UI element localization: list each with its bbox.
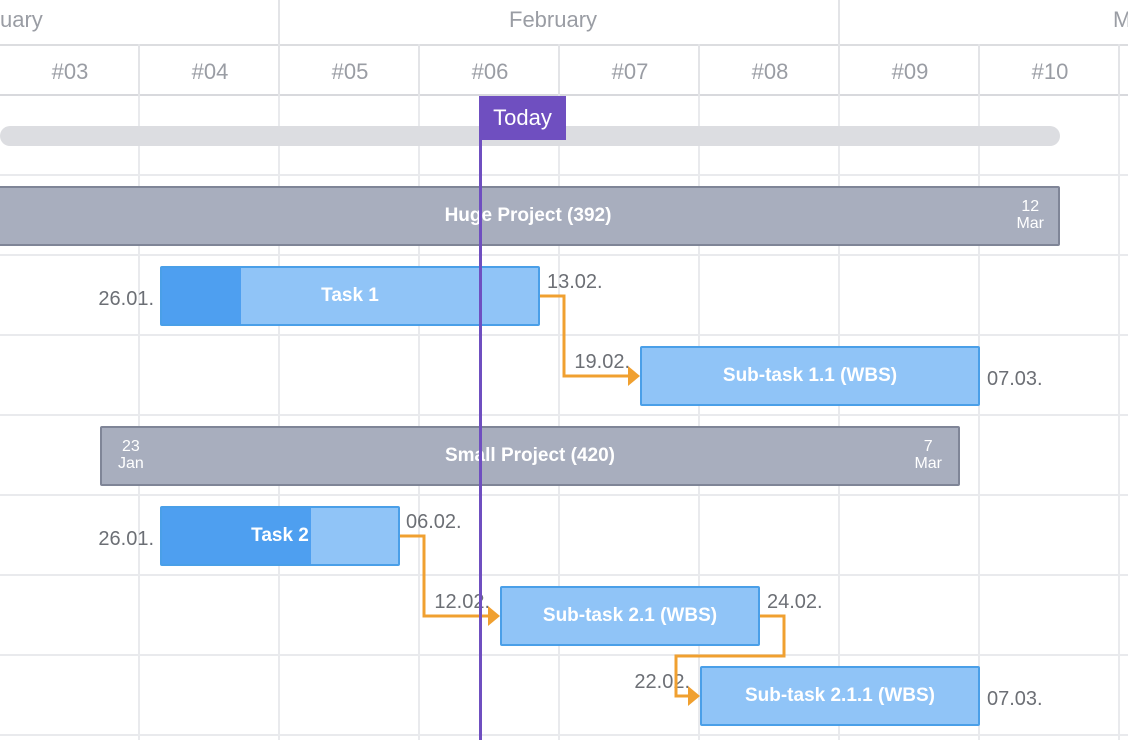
grid-column-line — [978, 96, 980, 740]
project-bar-small[interactable]: Small Project (420) 23 Jan 7 Mar — [100, 426, 960, 486]
task-bar-task1[interactable]: Task 1 — [160, 266, 540, 326]
month-divider — [838, 0, 840, 44]
week-label: #04 — [191, 59, 229, 84]
task-progress-fill — [162, 268, 241, 324]
week-divider — [418, 44, 420, 96]
week-label: #08 — [751, 59, 789, 84]
week-divider — [558, 44, 560, 96]
task-end-date: 07.03. — [987, 368, 1043, 390]
task-bar-label: Sub-task 2.1 (WBS) — [542, 605, 718, 626]
project-end-month: Mar — [1016, 215, 1044, 232]
task-start-date: 26.01. — [98, 288, 154, 310]
dependency-link-task1-subtask11 — [540, 294, 630, 378]
week-divider — [1118, 44, 1120, 96]
dependency-arrow-head — [628, 366, 640, 386]
project-start-day: 23 — [122, 438, 140, 455]
task-bar-task2[interactable]: Task 2 — [160, 506, 400, 566]
project-end-date: 7 Mar — [914, 438, 942, 472]
week-divider — [278, 44, 280, 96]
task-start-date: 12.02. — [434, 591, 490, 613]
today-marker-flag: Today — [479, 96, 566, 140]
week-label: #06 — [471, 59, 509, 84]
grid-row-line — [0, 734, 1128, 736]
week-divider — [978, 44, 980, 96]
month-label-march: M — [1113, 7, 1128, 32]
task-bar-subtask-2-1-1[interactable]: Sub-task 2.1.1 (WBS) — [700, 666, 980, 726]
project-end-month: Mar — [914, 455, 942, 472]
task-bar-subtask-1-1[interactable]: Sub-task 1.1 (WBS) — [640, 346, 980, 406]
dependency-arrow-head — [688, 686, 700, 706]
project-bar-label: Huge Project (392) — [444, 205, 612, 226]
grid-column-line — [558, 96, 560, 740]
grid-column-line — [418, 96, 420, 740]
project-bar-label: Small Project (420) — [444, 445, 616, 466]
task-bar-label: Sub-task 2.1.1 (WBS) — [744, 685, 936, 706]
grid-row-line — [0, 494, 1128, 496]
task-end-date: 13.02. — [547, 271, 603, 293]
week-divider — [838, 44, 840, 96]
dependency-arrow-head — [488, 606, 500, 626]
task-bar-label: Task 1 — [321, 285, 379, 306]
task-start-date: 19.02. — [574, 351, 630, 373]
month-label-february: February — [509, 7, 598, 32]
month-divider — [278, 0, 280, 44]
grid-column-line — [1118, 96, 1120, 740]
task-bar-label: Task 2 — [251, 525, 309, 546]
week-label: #10 — [1031, 59, 1069, 84]
week-label: #07 — [611, 59, 649, 84]
task-end-date: 24.02. — [767, 591, 823, 613]
week-label: #09 — [891, 59, 929, 84]
project-end-day: 12 — [1021, 198, 1040, 215]
project-bar-huge[interactable]: Huge Project (392) 12 Mar — [0, 186, 1060, 246]
grid-row-line — [0, 654, 1128, 656]
task-progress-fill — [162, 508, 311, 564]
grid-row-line — [0, 254, 1128, 256]
task-end-date: 07.03. — [987, 688, 1043, 710]
grid-row-line — [0, 414, 1128, 416]
project-start-month: Jan — [118, 455, 144, 472]
grid-row-line — [0, 174, 1128, 176]
today-marker-line — [479, 96, 482, 740]
week-label: #03 — [51, 59, 89, 84]
dependency-link-task2-subtask21 — [400, 534, 490, 618]
task-start-date: 26.01. — [98, 528, 154, 550]
grid-row-line — [0, 574, 1128, 576]
grid-column-line — [278, 96, 280, 740]
header-divider — [0, 44, 1128, 46]
week-divider — [138, 44, 140, 96]
week-divider — [698, 44, 700, 96]
project-end-date: 12 Mar — [1016, 198, 1044, 232]
month-label-january: uary — [0, 7, 43, 32]
grid-column-line — [838, 96, 840, 740]
week-label: #05 — [331, 59, 369, 84]
task-bar-subtask-2-1[interactable]: Sub-task 2.1 (WBS) — [500, 586, 760, 646]
project-end-day: 7 — [923, 438, 933, 455]
grid-column-line — [138, 96, 140, 740]
grid-column-line — [698, 96, 700, 740]
dependency-link-subtask21-subtask211 — [674, 614, 786, 698]
project-start-date: 23 Jan — [118, 438, 144, 472]
task-end-date: 06.02. — [406, 511, 462, 533]
header-bottom-border — [0, 94, 1128, 96]
task-bar-label: Sub-task 1.1 (WBS) — [722, 365, 898, 386]
